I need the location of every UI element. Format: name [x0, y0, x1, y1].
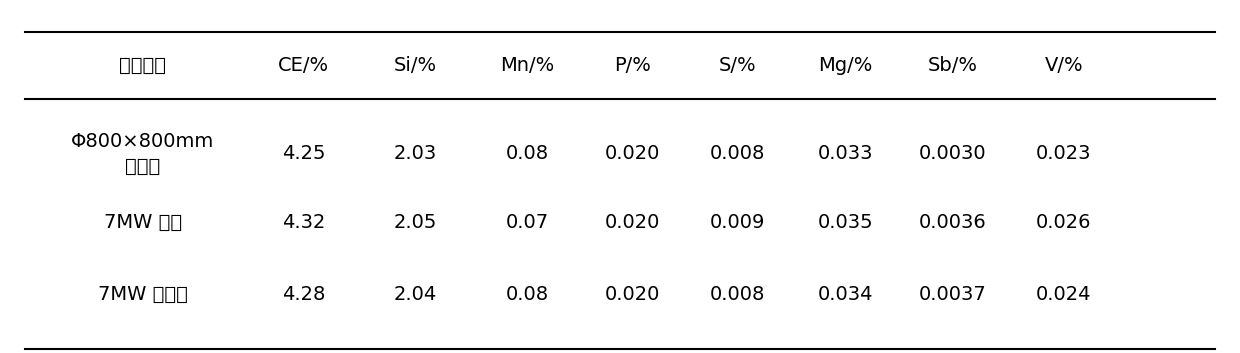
Text: CE/%: CE/%: [278, 56, 330, 75]
Text: 2.05: 2.05: [394, 213, 436, 232]
Text: 7MW 轮毂: 7MW 轮毂: [103, 213, 182, 232]
Text: 铸件名称: 铸件名称: [119, 56, 166, 75]
Text: 0.023: 0.023: [1037, 144, 1091, 163]
Text: Φ800×800mm
圆柱形: Φ800×800mm 圆柱形: [71, 132, 215, 175]
Text: 2.03: 2.03: [394, 144, 436, 163]
Text: V/%: V/%: [1044, 56, 1084, 75]
Text: 2.04: 2.04: [394, 285, 436, 304]
Text: 0.0030: 0.0030: [919, 144, 986, 163]
Text: 0.07: 0.07: [506, 213, 548, 232]
Text: 0.008: 0.008: [711, 144, 765, 163]
Text: 0.08: 0.08: [506, 285, 548, 304]
Text: 7MW 主机架: 7MW 主机架: [98, 285, 187, 304]
Text: 4.25: 4.25: [281, 144, 326, 163]
Text: 4.32: 4.32: [283, 213, 325, 232]
Text: 0.020: 0.020: [605, 213, 660, 232]
Text: 0.020: 0.020: [605, 285, 660, 304]
Text: 0.026: 0.026: [1037, 213, 1091, 232]
Text: 0.0037: 0.0037: [919, 285, 986, 304]
Text: 0.009: 0.009: [711, 213, 765, 232]
Text: 0.024: 0.024: [1037, 285, 1091, 304]
Text: S/%: S/%: [719, 56, 756, 75]
Text: 0.0036: 0.0036: [919, 213, 986, 232]
Text: 0.008: 0.008: [711, 285, 765, 304]
Text: 0.033: 0.033: [818, 144, 873, 163]
Text: Sb/%: Sb/%: [928, 56, 977, 75]
Text: P/%: P/%: [614, 56, 651, 75]
Text: Si/%: Si/%: [394, 56, 436, 75]
Text: 0.034: 0.034: [818, 285, 873, 304]
Text: 0.020: 0.020: [605, 144, 660, 163]
Text: 4.28: 4.28: [283, 285, 325, 304]
Text: 0.035: 0.035: [818, 213, 873, 232]
Text: Mg/%: Mg/%: [818, 56, 873, 75]
Text: 0.08: 0.08: [506, 144, 548, 163]
Text: Mn/%: Mn/%: [500, 56, 554, 75]
